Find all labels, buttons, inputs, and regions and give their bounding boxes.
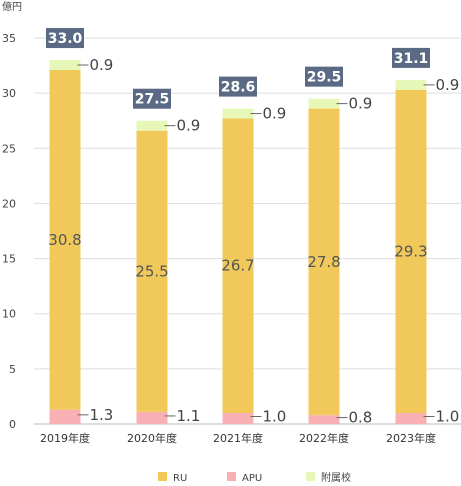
x-axis-ticks: 2019年度 2020年度 2021年度 2022年度 2023年度 bbox=[40, 431, 436, 445]
y-tick-label: 25 bbox=[2, 142, 16, 155]
bar-segment bbox=[49, 69, 81, 410]
bar-segment bbox=[49, 60, 81, 70]
fuzoku-value-label: 0.9 bbox=[349, 95, 373, 113]
total-value-label: 31.1 bbox=[394, 51, 429, 67]
bar-segment bbox=[136, 411, 168, 424]
ru-value-label: 26.7 bbox=[221, 257, 254, 275]
bar-segment bbox=[136, 120, 168, 131]
legend-swatch bbox=[306, 472, 315, 481]
y-tick-label: 5 bbox=[9, 363, 16, 376]
total-badge bbox=[305, 66, 343, 87]
x-tick-label: 2023年度 bbox=[386, 431, 436, 445]
x-tick-label: 2019年度 bbox=[40, 431, 90, 445]
bars bbox=[49, 60, 427, 424]
total-value-label: 28.6 bbox=[221, 80, 256, 96]
total-badge bbox=[219, 76, 257, 97]
ru-value-label: 29.3 bbox=[394, 242, 427, 260]
fuzoku-value-label: 0.9 bbox=[90, 56, 114, 74]
legend: RU APU 附属校 bbox=[158, 471, 351, 484]
bar-segment bbox=[308, 98, 340, 109]
total-badge bbox=[133, 88, 171, 109]
bar-segment bbox=[308, 108, 340, 416]
y-tick-label: 35 bbox=[2, 32, 16, 45]
bar-segment bbox=[222, 118, 254, 413]
apu-value-label: 1.3 bbox=[90, 406, 114, 424]
ru-value-label: 25.5 bbox=[135, 262, 168, 280]
apu-value-label: 0.8 bbox=[349, 409, 373, 427]
x-tick-label: 2022年度 bbox=[299, 431, 349, 445]
y-axis-ticks: 0 5 10 15 20 25 30 35 bbox=[2, 32, 16, 431]
total-badge bbox=[392, 47, 430, 68]
apu-value-label: 1.0 bbox=[263, 407, 287, 425]
apu-value-label: 1.0 bbox=[436, 407, 460, 425]
fuzoku-value-label: 0.9 bbox=[177, 117, 201, 135]
fuzoku-value-label: 0.9 bbox=[436, 76, 460, 94]
fuzoku-value-label: 0.9 bbox=[263, 105, 287, 123]
bar-segment bbox=[308, 415, 340, 424]
y-tick-label: 15 bbox=[2, 253, 16, 266]
bar-segment bbox=[222, 108, 254, 119]
legend-label: APU bbox=[242, 473, 262, 484]
legend-label: RU bbox=[173, 473, 187, 484]
bar-segment bbox=[222, 412, 254, 424]
ru-value-label: 27.8 bbox=[307, 253, 340, 271]
ru-value-label: 30.8 bbox=[48, 231, 81, 249]
y-tick-label: 10 bbox=[2, 308, 16, 321]
apu-value-label: 1.1 bbox=[177, 407, 201, 425]
bar-segment bbox=[395, 89, 427, 413]
x-tick-label: 2020年度 bbox=[127, 431, 177, 445]
y-tick-label: 20 bbox=[2, 197, 16, 210]
total-value-label: 29.5 bbox=[307, 70, 342, 86]
bar-segment bbox=[49, 409, 81, 424]
total-badge bbox=[46, 28, 84, 49]
bar-segment bbox=[136, 130, 168, 412]
total-value-label: 27.5 bbox=[135, 92, 170, 108]
bar-segment bbox=[395, 412, 427, 424]
x-tick-label: 2021年度 bbox=[213, 431, 263, 445]
total-value-label: 33.0 bbox=[48, 31, 83, 47]
y-axis-unit-label: 億円 bbox=[2, 0, 22, 13]
legend-swatch bbox=[227, 472, 236, 481]
legend-swatch bbox=[158, 472, 167, 481]
y-tick-label: 0 bbox=[9, 418, 16, 431]
bar-segment bbox=[395, 79, 427, 90]
y-tick-label: 30 bbox=[2, 87, 16, 100]
legend-label: 附属校 bbox=[321, 471, 351, 484]
value-labels: 30.8 1.3 0.9 33.0 25.5 1.1 0.9 27.5 26.7 1.0 0.9 28… bbox=[46, 28, 459, 427]
